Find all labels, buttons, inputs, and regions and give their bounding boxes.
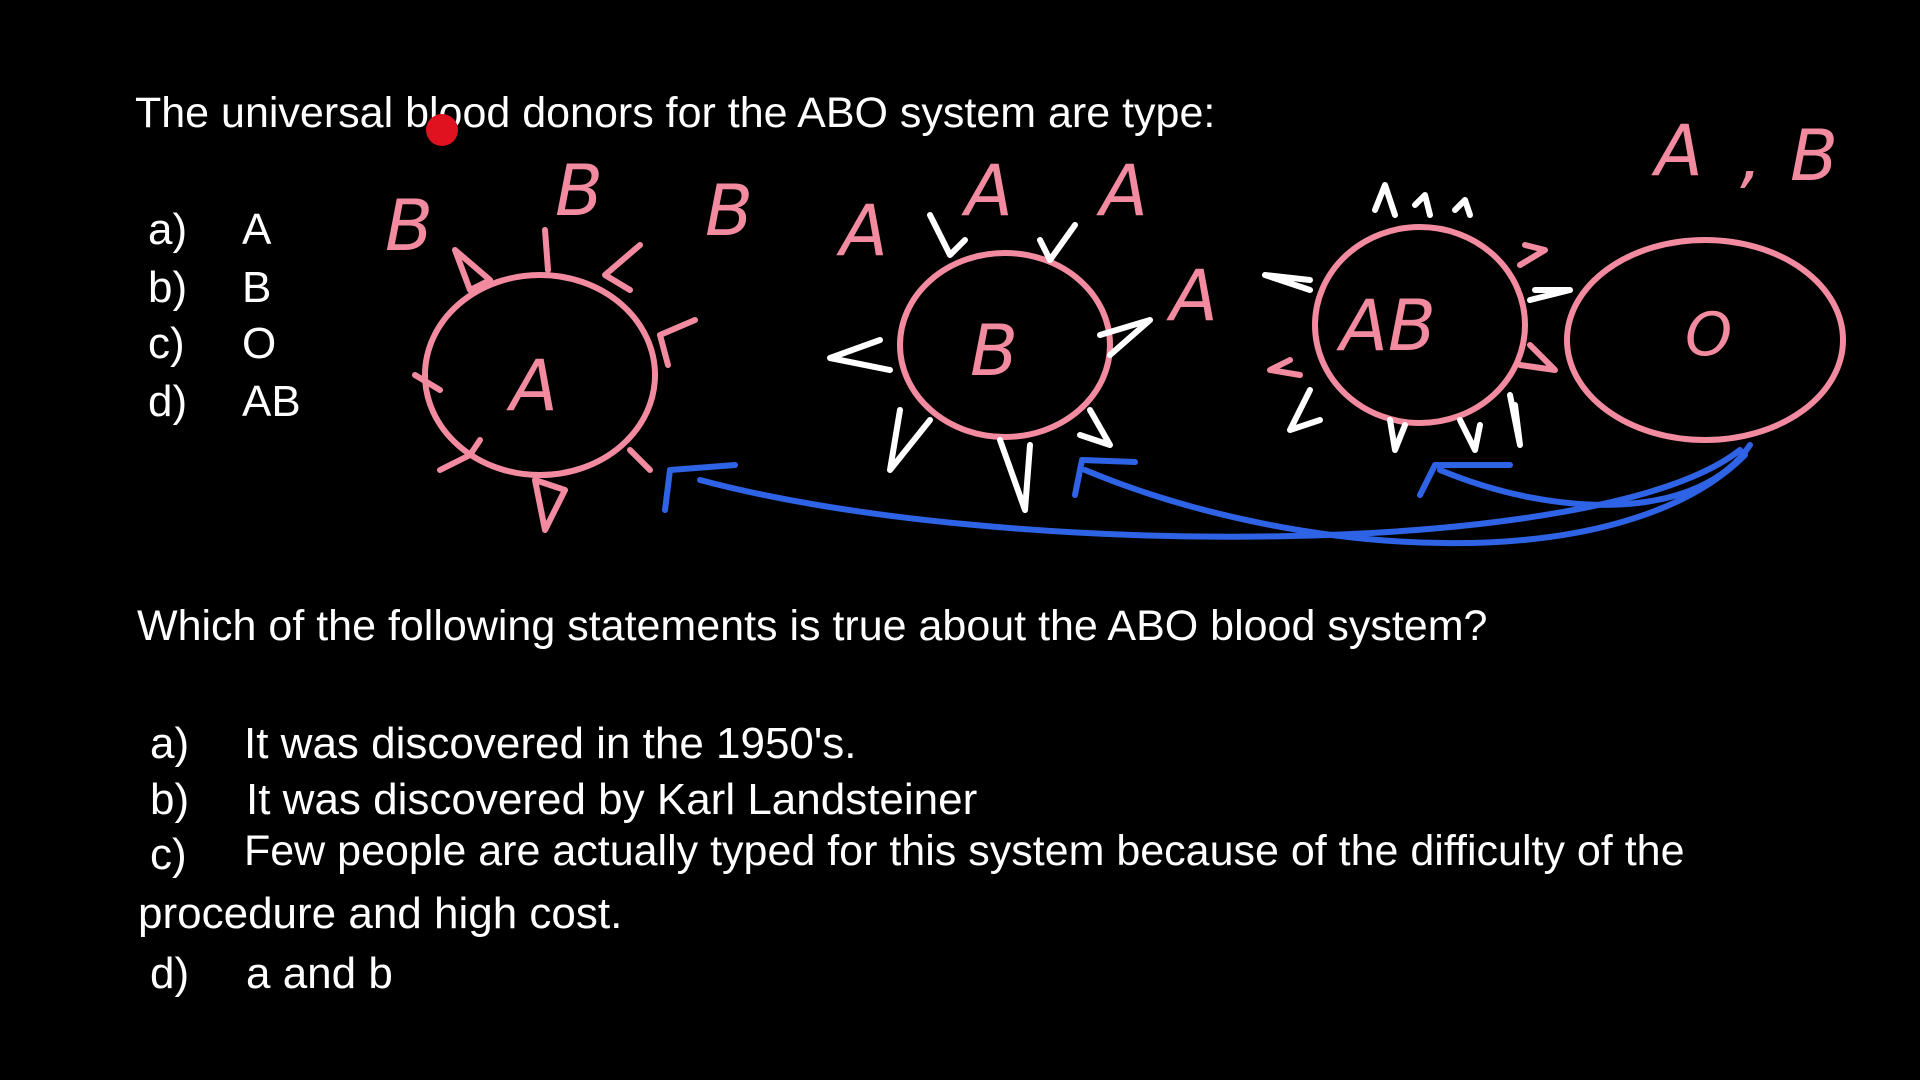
- cell-ab-drawing: [1262, 182, 1573, 453]
- question2-text: Which of the following statements is tru…: [137, 602, 1488, 650]
- q2-option-c-letter: c): [150, 830, 187, 879]
- q1-option-d-letter: d): [148, 377, 188, 426]
- cell-a-antibody-3: B: [705, 170, 753, 252]
- question1-text: The universal blood donors for the ABO s…: [135, 89, 1216, 137]
- q2-option-b-letter: b): [150, 775, 190, 824]
- q2-option-d-letter: d): [150, 949, 190, 998]
- cell-b-antibody-3: A: [1096, 150, 1148, 232]
- cell-o-drawing: [1564, 237, 1846, 443]
- q1-option-d-text: AB: [242, 377, 301, 426]
- cell-a-label: A: [506, 345, 558, 427]
- q1-option-c-text: O: [242, 319, 277, 368]
- cell-a-drawing: [412, 227, 698, 533]
- cell-ab-label: AB: [1336, 285, 1436, 367]
- q2-option-a-letter: a): [150, 719, 190, 768]
- cell-b-label: B: [970, 310, 1018, 392]
- cell-o-antibody-sep: ,: [1740, 115, 1762, 197]
- q2-option-d-text: a and b: [246, 949, 393, 998]
- cell-a-antibody-2: B: [555, 150, 603, 232]
- cell-o-antibody-1: A: [1651, 110, 1703, 192]
- cell-b-drawing: [827, 212, 1153, 513]
- q1-option-a-text: A: [242, 205, 272, 254]
- q1-option-b-letter: b): [148, 263, 188, 312]
- q2-option-a-text: It was discovered in the 1950's.: [244, 719, 857, 768]
- q2-option-c-text: Few people are actually typed for this s…: [244, 827, 1685, 875]
- q1-option-a-letter: a): [148, 205, 188, 254]
- pointer-dot-icon: [426, 114, 458, 146]
- cell-ab-antibody-1: A: [1166, 255, 1218, 337]
- q2-option-c-continuation: procedure and high cost.: [138, 889, 623, 938]
- cell-b-antibody-1: A: [836, 190, 888, 272]
- q1-option-c-letter: c): [148, 319, 185, 368]
- q1-option-b-text: B: [242, 263, 272, 312]
- cell-a-antibody-1: B: [385, 185, 433, 267]
- cell-o-label: O: [1685, 300, 1732, 370]
- cell-b-antibody-2: A: [961, 150, 1013, 232]
- q2-option-b-text: It was discovered by Karl Landsteiner: [246, 775, 978, 824]
- donor-arrows: [662, 442, 1753, 547]
- cell-o-antibody-2: B: [1790, 115, 1838, 197]
